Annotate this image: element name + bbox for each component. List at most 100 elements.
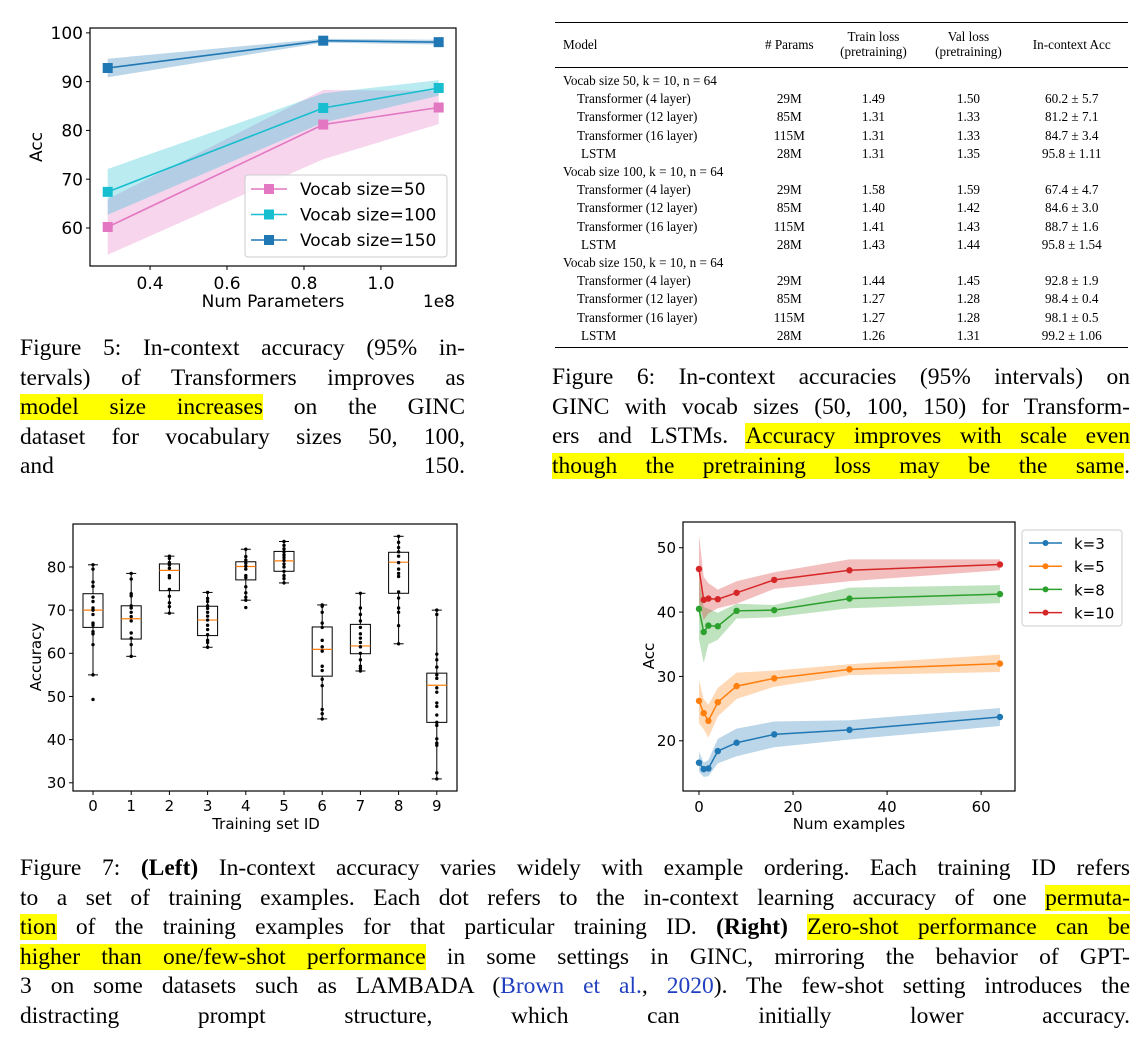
caption-text: GINC with vocab sizes (50, 100, 150) for… [552, 393, 1130, 420]
y-axis-label: Acc [27, 132, 47, 162]
data-point [282, 539, 286, 544]
data-point [714, 596, 721, 603]
y-tick-label: 50 [47, 688, 66, 706]
acc-cell: 84.7 ± 3.4 [1045, 127, 1099, 143]
figure7-box-plot: 30 40 50 60 70 80 0 1 2 3 4 5 6 7 8 9 Training set ID Acc… [27, 523, 458, 833]
data-point [435, 723, 439, 728]
model-cell: Transformer (12 layer) [577, 109, 698, 125]
header-model: Model [563, 36, 598, 52]
data-point [205, 610, 210, 614]
data-point [435, 771, 439, 775]
data-point [129, 614, 133, 619]
acc-cell: 99.2 ± 1.06 [1015, 326, 1128, 348]
data-point [435, 608, 439, 612]
data-point [244, 558, 248, 562]
x-tick-label: 0.6 [213, 274, 240, 294]
data-point [129, 636, 133, 640]
data-point [433, 82, 444, 93]
x-tick-label: 9 [432, 797, 442, 815]
data-point [91, 567, 95, 571]
data-point [129, 606, 133, 610]
data-point [320, 677, 324, 681]
val-loss-cell: 1.45 [956, 273, 980, 289]
train-loss-cell: 1.49 [861, 91, 885, 107]
data-point [435, 690, 439, 694]
box-0: 0 [82, 563, 104, 815]
data-point [714, 698, 721, 706]
caption-text: and 150. [20, 453, 465, 479]
data-point [320, 610, 324, 614]
data-point [435, 713, 439, 717]
model-cell: LSTM [555, 326, 754, 348]
data-point [205, 633, 210, 637]
data-point [435, 737, 439, 741]
data-point [700, 628, 707, 636]
acc-cell: 81.2 ± 7.1 [1045, 109, 1099, 125]
bold-label: (Left) [140, 855, 199, 881]
x-axis-label: Num examples [793, 815, 906, 833]
y-tick-label: 80 [47, 558, 66, 576]
val-loss-cell: 1.43 [956, 218, 980, 234]
acc-cell: 95.8 ± 1.54 [1041, 236, 1102, 252]
data-point [396, 534, 401, 539]
data-point [435, 658, 439, 662]
y-tick-label: 30 [657, 668, 676, 686]
citation-link[interactable]: Brown et al. [500, 973, 642, 999]
data-point [358, 640, 363, 645]
table-row: LSTM 28M 1.26 1.31 99.2 ± 1.06 [555, 326, 1128, 348]
data-point [205, 640, 210, 645]
confidence-band [698, 534, 1000, 620]
citation-link[interactable]: 2020 [666, 973, 714, 999]
data-point [396, 642, 401, 646]
train-loss-cell: 1.43 [861, 236, 885, 252]
box-9: 9 [426, 608, 448, 815]
x-tick-label: 5 [279, 797, 289, 815]
highlighted-text: Accuracy improves with scale even [745, 423, 1130, 449]
params-cell: 28M [753, 326, 826, 348]
data-point [433, 102, 444, 113]
y-tick-label: 80 [61, 122, 83, 142]
model-cell: Transformer (4 layer) [577, 182, 691, 198]
data-point [705, 765, 712, 772]
data-point [771, 576, 778, 584]
table-row: Transformer (12 layer) 85M 1.40 1.42 84.6 ± … [555, 199, 1128, 217]
data-point [435, 777, 439, 781]
data-point [167, 556, 172, 561]
legend-label: k=3 [1074, 535, 1105, 553]
data-point [318, 102, 329, 113]
caption-text: In-context accuracy varies widely with e… [198, 855, 1130, 881]
data-point [695, 605, 703, 613]
confidence-band [698, 707, 1000, 777]
data-point [996, 713, 1004, 721]
val-loss-cell: 1.59 [956, 182, 980, 198]
legend-marker [1042, 540, 1049, 546]
axes-frame [89, 27, 457, 267]
data-point [714, 747, 721, 755]
caption-text: ers and LSTMs. [552, 423, 746, 449]
params-cell: 85M [776, 200, 802, 216]
figure5-line-chart: 60 70 80 90 100 0.4 0.6 0.8 1.0 Num Parameters 1e8… [27, 24, 457, 312]
box-4: 4 [235, 547, 257, 815]
data-point [396, 571, 401, 576]
data-point [167, 566, 172, 570]
y-tick-label: 90 [61, 73, 83, 93]
x-axis-label: Num Parameters [202, 292, 345, 312]
data-point [282, 543, 286, 548]
acc-cell: 67.4 ± 4.7 [1045, 182, 1099, 198]
params-cell: 85M [776, 291, 802, 307]
caption-line: Figure 5: In-context accuracy (95% in- [20, 334, 465, 364]
confidence-band [698, 577, 1000, 663]
figure6-caption: Figure 6: In-context accuracies (95% int… [552, 363, 1130, 481]
table-row: Transformer (16 layer) 115M 1.31 1.33 84.7 ±… [555, 127, 1128, 145]
header-val-loss: Val loss (pretraining) [935, 29, 1002, 59]
table-group-row: Vocab size 50, k = 10, n = 64 [555, 68, 1128, 91]
acc-cell: 88.7 ± 1.6 [1045, 218, 1099, 234]
table-group-row: Vocab size 150, k = 10, n = 64 [555, 254, 1128, 272]
data-point [358, 636, 363, 640]
data-point [129, 642, 133, 647]
data-point [205, 599, 210, 604]
data-point [396, 596, 401, 600]
legend-label: Vocab size=50 [300, 180, 426, 200]
data-point [205, 618, 210, 622]
model-cell: Transformer (4 layer) [577, 91, 691, 107]
